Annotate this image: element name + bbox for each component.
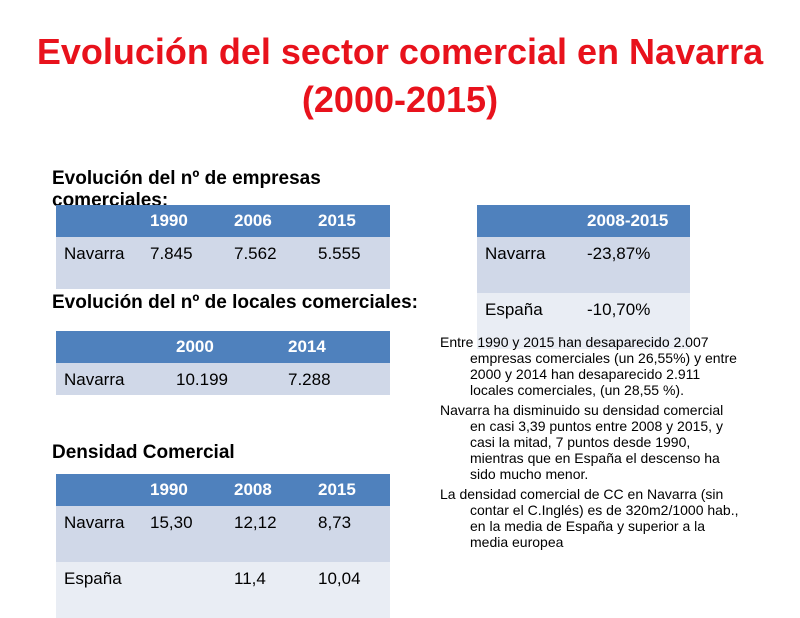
table-variacion: 2008-2015 Navarra -23,87% España -10,70% [477, 205, 690, 349]
table-locales: 2000 2014 Navarra 10.199 7.288 [56, 331, 390, 395]
table-row: Navarra 10.199 7.288 [56, 363, 390, 395]
notes-text-block: Entre 1990 y 2015 han desaparecido 2.007… [440, 334, 740, 554]
row-label: España [56, 562, 140, 618]
row-label: Navarra [56, 363, 166, 395]
heading-locales: Evolución del nº de locales comerciales: [52, 292, 418, 313]
note-paragraph: Navarra ha disminuido su densidad comerc… [440, 402, 724, 482]
header-cell: 2015 [308, 474, 390, 506]
header-cell: 1990 [140, 205, 224, 237]
table-cell: 11,4 [224, 562, 308, 618]
row-label: Navarra [477, 237, 577, 293]
heading-densidad: Densidad Comercial [52, 442, 235, 463]
header-cell: 2006 [224, 205, 308, 237]
table-row: Navarra 7.845 7.562 5.555 [56, 237, 390, 289]
row-label: Navarra [56, 506, 140, 562]
table-cell: 5.555 [308, 237, 390, 289]
table-cell: -23,87% [577, 237, 690, 293]
header-cell: 2014 [278, 331, 390, 363]
slide-title: Evolución del sector comercial en Navarr… [36, 31, 764, 120]
note-paragraph: Entre 1990 y 2015 han desaparecido 2.007… [440, 334, 737, 398]
note-paragraph: La densidad comercial de CC en Navarra (… [440, 486, 739, 550]
header-cell [56, 331, 166, 363]
table-cell: 15,30 [140, 506, 224, 562]
table-cell: 7.845 [140, 237, 224, 289]
header-cell [56, 474, 140, 506]
table-row: Navarra 15,30 12,12 8,73 [56, 506, 390, 562]
table-cell: 12,12 [224, 506, 308, 562]
table-row: España -10,70% [477, 293, 690, 349]
header-cell: 2015 [308, 205, 390, 237]
table-cell: 7.562 [224, 237, 308, 289]
header-cell: 2000 [166, 331, 278, 363]
table-cell [140, 562, 224, 618]
header-cell: 2008 [224, 474, 308, 506]
header-cell: 1990 [140, 474, 224, 506]
table-cell: -10,70% [577, 293, 690, 349]
header-cell: 2008-2015 [577, 205, 690, 237]
table-cell: 7.288 [278, 363, 390, 395]
table-cell: 8,73 [308, 506, 390, 562]
row-label: España [477, 293, 577, 349]
table-row: Navarra -23,87% [477, 237, 690, 293]
row-label: Navarra [56, 237, 140, 289]
table-row: España 11,4 10,04 [56, 562, 390, 618]
table-cell: 10,04 [308, 562, 390, 618]
table-densidad: 1990 2008 2015 Navarra 15,30 12,12 8,73 … [56, 474, 390, 618]
table-cell: 10.199 [166, 363, 278, 395]
table-empresas: 1990 2006 2015 Navarra 7.845 7.562 5.555 [56, 205, 390, 289]
header-cell [477, 205, 577, 237]
header-cell [56, 205, 140, 237]
